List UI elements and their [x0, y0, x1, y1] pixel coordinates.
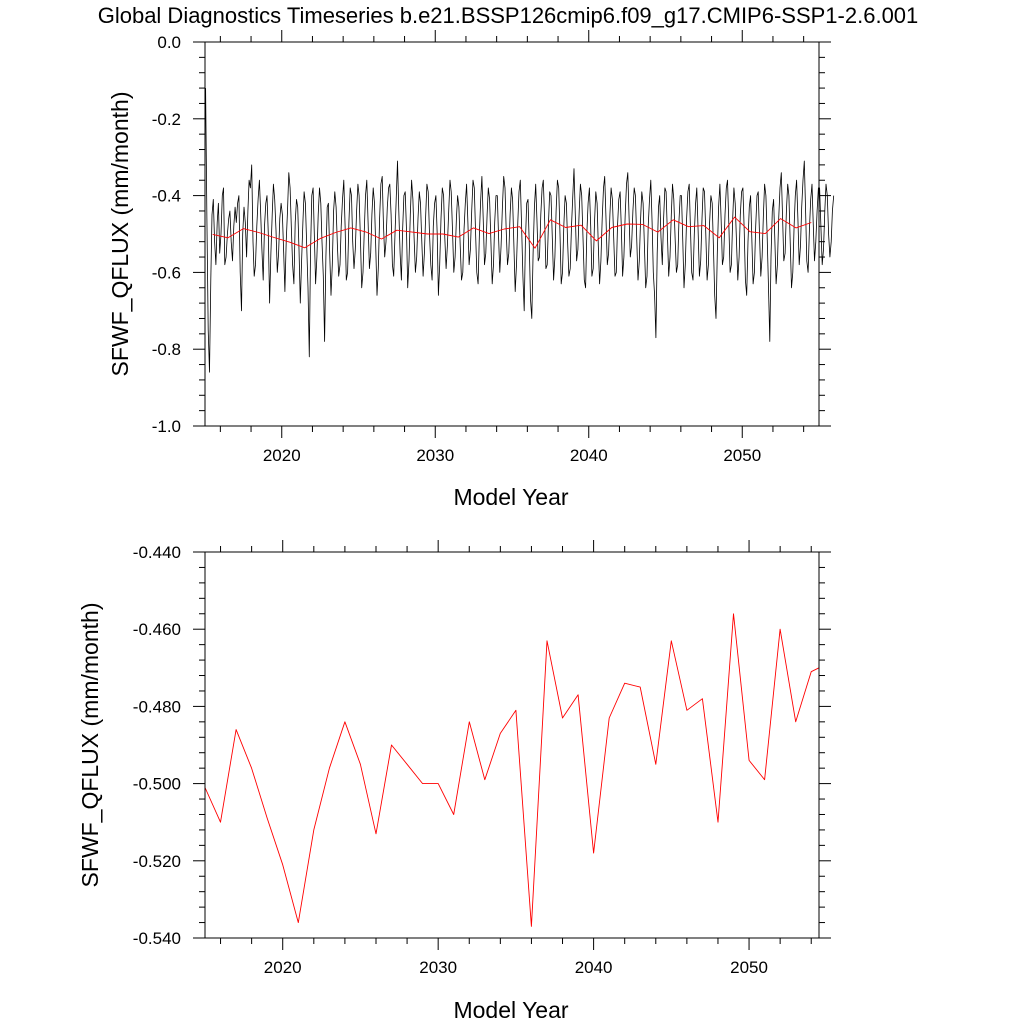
y-tick-label: -0.440 — [133, 543, 181, 562]
bottom-panel-tick-labels: 2020 2030 2040 2050 -0.440 -0.460 -0.480 -0.500… — [133, 543, 768, 977]
x-tick-label: 2040 — [570, 446, 608, 465]
y-tick-label: -0.8 — [152, 340, 181, 359]
y-tick-label: 0.0 — [157, 33, 181, 52]
top-panel-x-axis-label: Model Year — [453, 484, 568, 510]
x-tick-label: 2040 — [575, 958, 613, 977]
bottom-panel-x-axis-label: Model Year — [453, 997, 568, 1023]
y-tick-label: -0.4 — [152, 187, 181, 206]
x-tick-label: 2030 — [416, 446, 454, 465]
bottom-panel-y-axis-label: SFWF_QFLUX (mm/month) — [77, 603, 103, 888]
x-tick-label: 2050 — [730, 958, 768, 977]
annual-mean-line — [212, 216, 812, 249]
monthly-mean-line — [205, 88, 835, 373]
bottom-panel-frame — [204, 551, 820, 939]
y-tick-label: -0.460 — [133, 620, 181, 639]
bottom-panel: 2020 2030 2040 2050 -0.440 -0.460 -0.480 -0.500… — [77, 540, 831, 1023]
y-tick-label: -0.480 — [133, 697, 181, 716]
y-tick-label: -0.520 — [133, 852, 181, 871]
x-tick-label: 2020 — [264, 958, 302, 977]
top-panel-ticks — [193, 30, 831, 438]
y-tick-label: -0.6 — [152, 263, 181, 282]
annual-mean-line — [204, 613, 820, 927]
top-panel-y-axis-label: SFWF_QFLUX (mm/month) — [107, 92, 133, 377]
top-panel: 2020 2030 2040 20500.0-0.2-0.4-0.6-0.8-1.0 … — [107, 30, 835, 510]
x-tick-label: 2050 — [723, 446, 761, 465]
x-tick-label: 2020 — [263, 446, 301, 465]
bottom-panel-ticks — [193, 540, 831, 950]
y-tick-label: -0.2 — [152, 110, 181, 129]
y-tick-label: -1.0 — [152, 417, 181, 436]
top-panel-series — [205, 88, 835, 373]
bottom-panel-series — [204, 613, 820, 927]
top-panel-tick-labels: 2020 2030 2040 2050 0.0 -0.2 -0.4 -0.6 -0.8 -1.0 — [152, 33, 761, 465]
y-tick-label: -0.540 — [133, 929, 181, 948]
top-panel-frame — [204, 41, 820, 427]
figure-title: Global Diagnostics Timeseries b.e21.BSSP… — [98, 3, 919, 28]
y-tick-label: -0.500 — [133, 775, 181, 794]
x-tick-label: 2030 — [419, 958, 457, 977]
